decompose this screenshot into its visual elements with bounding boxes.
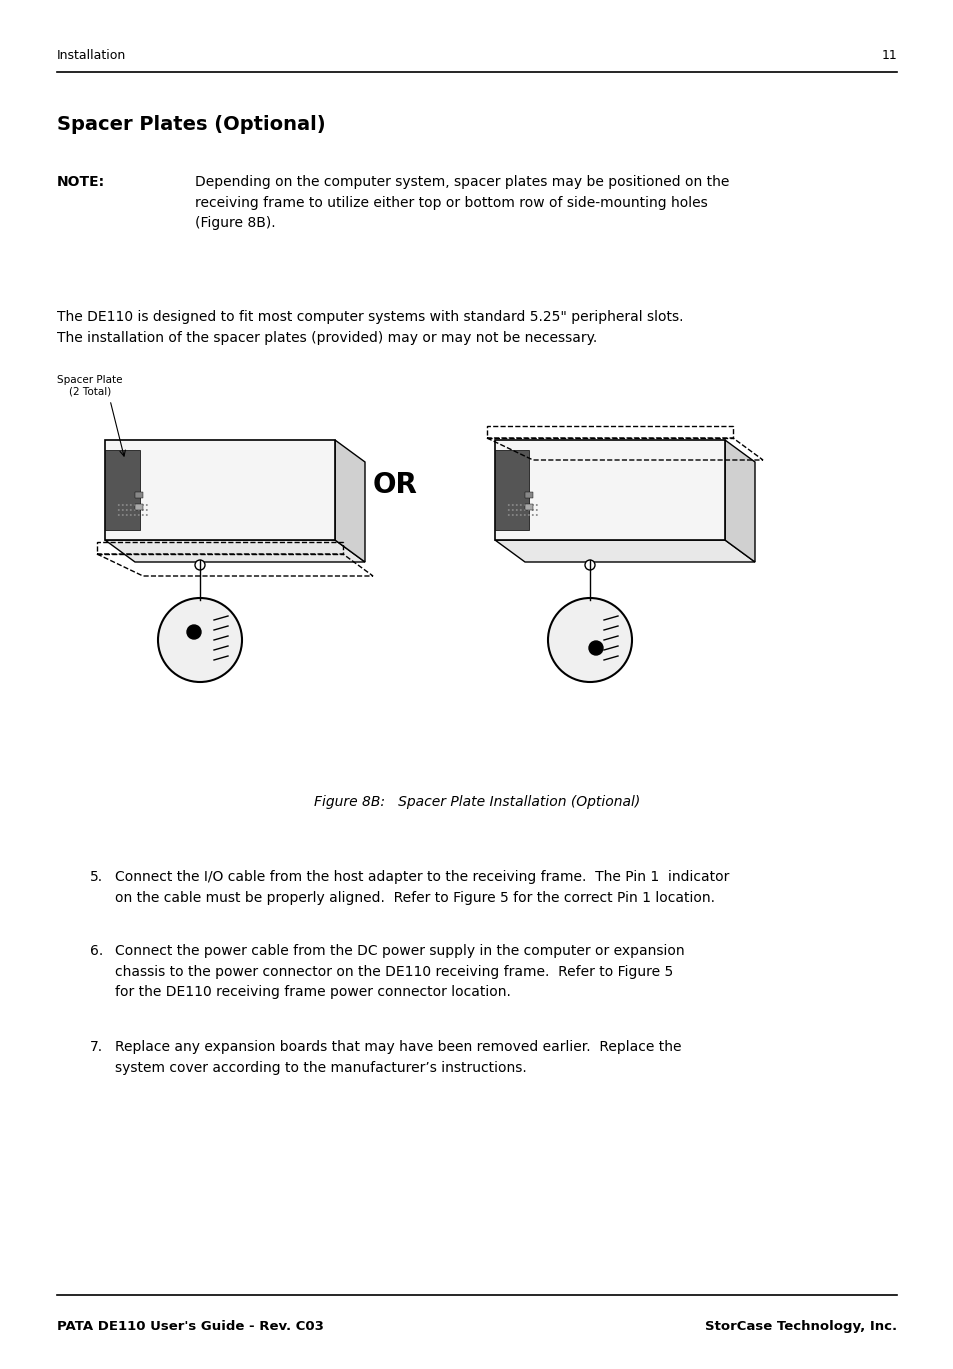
Text: Spacer Plate
(2 Total): Spacer Plate (2 Total) [57, 375, 123, 397]
Polygon shape [495, 539, 754, 563]
Circle shape [194, 560, 205, 570]
Circle shape [507, 509, 509, 511]
Circle shape [117, 504, 120, 507]
Circle shape [523, 513, 525, 516]
Circle shape [126, 504, 128, 507]
Text: 5.: 5. [90, 871, 103, 884]
Bar [486, 426, 732, 438]
Circle shape [527, 504, 529, 507]
Polygon shape [724, 439, 754, 563]
Bar [524, 504, 533, 511]
Text: Connect the power cable from the DC power supply in the computer or expansion
ch: Connect the power cable from the DC powe… [115, 945, 684, 999]
Circle shape [158, 598, 242, 682]
Circle shape [584, 560, 595, 570]
Bar [105, 450, 139, 530]
Text: Replace any expansion boards that may have been removed earlier.  Replace the
sy: Replace any expansion boards that may ha… [115, 1040, 680, 1075]
Bar [134, 504, 143, 511]
Circle shape [531, 509, 534, 511]
Circle shape [519, 504, 521, 507]
Bar [134, 491, 143, 498]
Circle shape [511, 504, 514, 507]
Circle shape [519, 513, 521, 516]
Bar [495, 439, 724, 539]
Circle shape [507, 504, 509, 507]
Bar [105, 439, 335, 539]
Text: Installation: Installation [57, 49, 126, 62]
Polygon shape [335, 439, 365, 563]
Text: 6.: 6. [90, 945, 103, 958]
Circle shape [137, 509, 140, 511]
Circle shape [536, 509, 537, 511]
Text: Figure 8B:   Spacer Plate Installation (Optional): Figure 8B: Spacer Plate Installation (Op… [314, 795, 639, 809]
Text: StorCase Technology, Inc.: StorCase Technology, Inc. [704, 1320, 896, 1333]
Circle shape [507, 513, 509, 516]
Circle shape [146, 509, 148, 511]
Circle shape [527, 513, 529, 516]
Text: Spacer Plates (Optional): Spacer Plates (Optional) [57, 115, 325, 134]
Text: 7.: 7. [90, 1040, 103, 1054]
Circle shape [536, 504, 537, 507]
Circle shape [142, 504, 144, 507]
Circle shape [122, 504, 124, 507]
Circle shape [137, 513, 140, 516]
Circle shape [516, 509, 517, 511]
Circle shape [133, 513, 135, 516]
Text: NOTE:: NOTE: [57, 175, 105, 189]
Circle shape [137, 504, 140, 507]
Circle shape [531, 504, 534, 507]
Circle shape [126, 509, 128, 511]
Circle shape [142, 513, 144, 516]
Circle shape [516, 513, 517, 516]
Bar [524, 491, 533, 498]
Bar [495, 450, 529, 530]
Circle shape [146, 513, 148, 516]
Circle shape [516, 504, 517, 507]
Circle shape [536, 513, 537, 516]
Circle shape [117, 513, 120, 516]
Circle shape [519, 509, 521, 511]
Circle shape [130, 504, 132, 507]
Circle shape [527, 509, 529, 511]
Circle shape [126, 513, 128, 516]
Circle shape [130, 509, 132, 511]
Circle shape [511, 513, 514, 516]
Text: OR: OR [373, 471, 417, 498]
Text: Connect the I/O cable from the host adapter to the receiving frame.  The Pin 1  : Connect the I/O cable from the host adap… [115, 871, 729, 905]
Text: The DE110 is designed to fit most computer systems with standard 5.25" periphera: The DE110 is designed to fit most comput… [57, 309, 682, 345]
Circle shape [117, 509, 120, 511]
Circle shape [511, 509, 514, 511]
Polygon shape [105, 539, 365, 563]
Circle shape [122, 509, 124, 511]
Circle shape [133, 509, 135, 511]
Text: Depending on the computer system, spacer plates may be positioned on the
receivi: Depending on the computer system, spacer… [194, 175, 729, 230]
Circle shape [187, 626, 201, 639]
Circle shape [122, 513, 124, 516]
Circle shape [547, 598, 631, 682]
Text: PATA DE110 User's Guide - Rev. C03: PATA DE110 User's Guide - Rev. C03 [57, 1320, 323, 1333]
Circle shape [588, 641, 602, 654]
Text: 11: 11 [881, 49, 896, 62]
Circle shape [523, 509, 525, 511]
Circle shape [523, 504, 525, 507]
Bar [97, 542, 343, 554]
Circle shape [531, 513, 534, 516]
Circle shape [142, 509, 144, 511]
Circle shape [130, 513, 132, 516]
Circle shape [146, 504, 148, 507]
Circle shape [133, 504, 135, 507]
